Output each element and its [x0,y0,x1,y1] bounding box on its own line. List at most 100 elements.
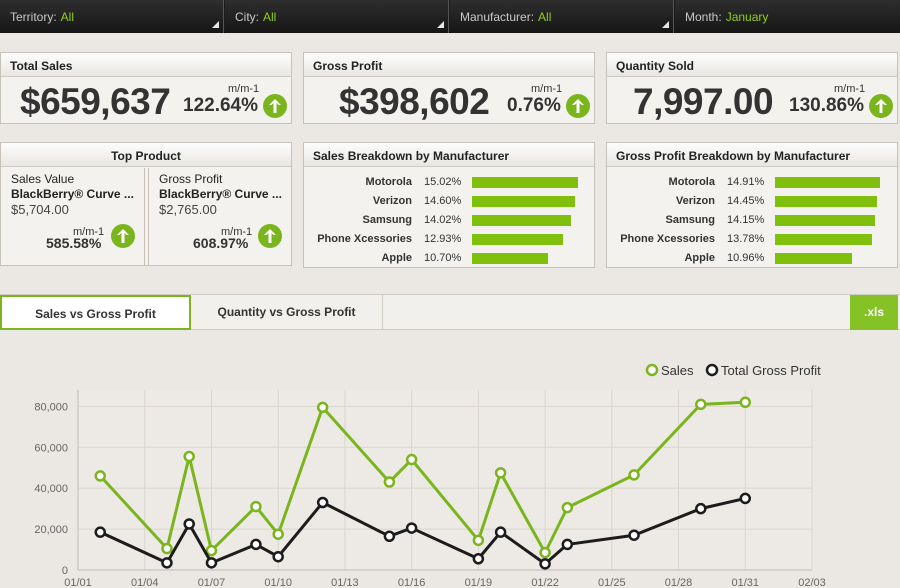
breakdown-bar [775,177,881,188]
top-product-sales-amount: $5,704.00 [11,202,69,217]
territory-filter-value: All [60,10,75,24]
breakdown-manufacturer-name: Verizon [372,195,412,207]
plot-background [78,390,812,570]
data-point [161,557,173,569]
breakdown-row: Motorola 15.02% [304,173,594,192]
series-line [99,496,746,566]
tab-quantity-vs-gross-profit[interactable]: Quantity vs Gross Profit [191,295,383,330]
month-filter[interactable]: Month: January [675,0,900,33]
data-point [161,542,173,555]
quantity-sold-change: 130.86% [789,95,865,116]
city-filter-value: All [263,10,277,24]
dropdown-corner-icon [437,21,444,28]
breakdown-percent: 10.96% [727,252,765,264]
breakdown-manufacturer-name: Motorola [668,176,715,188]
gross-profit-mm-label: m/m-1 [531,83,563,95]
data-point [250,500,262,513]
data-point [94,526,106,538]
data-point [561,501,574,514]
x-tick-label: 01/25 [598,577,626,588]
chart-tabs: Sales vs Gross Profit Quantity vs Gross … [0,294,900,330]
city-filter-label: City: [235,10,259,24]
gross-profit-value: $398,602 [339,81,490,122]
territory-filter-label: Territory: [10,10,57,24]
breakdown-bar [775,234,873,245]
sales-breakdown-title: Sales Breakdown by Manufacturer [304,143,594,167]
x-tick-label: 02/03 [798,577,826,588]
data-point [472,534,485,547]
manufacturer-filter[interactable]: Manufacturer: All [450,0,674,33]
data-point [405,522,418,534]
data-point [272,528,284,540]
dropdown-corner-icon [212,21,219,28]
top-product-sales-label: Sales Value [11,172,75,186]
top-product-profit-label: Gross Profit [159,172,223,186]
total-sales-change: 122.64% [183,95,259,116]
total-sales-mm-label: m/m-1 [228,83,260,95]
top-product-sales-mm-label: m/m-1 [73,226,105,238]
breakdown-percent: 14.91% [727,176,765,188]
profit-breakdown-title: Gross Profit Breakdown by Manufacturer [607,143,897,167]
data-point [183,450,195,463]
total-sales-title: Total Sales [1,53,291,77]
data-point [383,476,396,488]
y-tick-label: 20,000 [34,524,68,536]
y-tick-label: 60,000 [34,442,68,454]
top-product-sales: Sales Value BlackBerry® Curve ... $5,704… [1,168,145,265]
data-point [316,496,329,509]
breakdown-bar [775,253,853,264]
top-product-sales-product: BlackBerry® Curve ... [11,187,134,201]
arrow-up-icon [111,224,135,248]
export-xls-button[interactable]: .xls [850,295,898,330]
breakdown-row: Samsung 14.02% [304,211,594,230]
top-product-profit-mm-label: m/m-1 [221,226,253,238]
data-point [494,467,507,479]
top-product-profit-amount: $2,765.00 [159,202,217,217]
breakdown-row: Phone Xcessories 12.93% [304,230,594,249]
top-product-sales-change: 585.58% [46,235,102,251]
gross-profit-change: 0.76% [507,95,561,116]
x-tick-label: 01/13 [331,577,359,588]
breakdown-row: Apple 10.96% [607,249,897,268]
sales-vs-profit-chart: 01/01 01/04 01/07 01/10 01/13 01/16 01/19 01/22… [34,363,826,588]
breakdown-percent: 15.02% [424,176,462,188]
x-tick-label: 01/31 [732,577,760,588]
data-point [272,550,284,563]
breakdown-percent: 14.45% [727,195,765,207]
city-filter[interactable]: City: All [225,0,449,33]
breakdown-manufacturer-name: Verizon [675,195,715,207]
quantity-sold-panel: Quantity Sold 7,997.00 m/m-1 130.86% [606,52,898,124]
territory-filter[interactable]: Territory: All [0,0,224,33]
data-point [183,518,195,530]
data-point [695,398,707,411]
tab-sales-vs-gross-profit[interactable]: Sales vs Gross Profit [0,295,191,330]
breakdown-percent: 12.93% [424,233,462,245]
legend-marker [705,363,719,377]
breakdown-manufacturer-name: Samsung [362,214,412,226]
filter-bar: Territory: All City: All Manufacturer: All … [0,0,900,33]
data-point [739,492,752,505]
arrow-up-icon [258,224,282,248]
data-point [628,529,640,541]
breakdown-percent: 14.60% [424,195,462,207]
breakdown-percent: 14.02% [424,214,462,226]
sales-breakdown-panel: Sales Breakdown by Manufacturer Motorola… [303,142,595,268]
breakdown-row: Motorola 14.91% [607,173,897,192]
x-tick-label: 01/07 [198,577,226,588]
data-point [539,558,551,570]
breakdown-manufacturer-name: Motorola [365,176,412,188]
breakdown-row: Verizon 14.60% [304,192,594,211]
breakdown-bar [472,253,548,264]
data-point [695,502,707,515]
data-point [539,546,551,559]
breakdown-bar [775,196,877,207]
legend-label: Sales [661,363,694,378]
breakdown-manufacturer-name: Apple [684,252,715,264]
x-tick-label: 01/04 [131,577,159,588]
data-point [316,401,329,414]
breakdown-bar [775,215,875,226]
data-point [561,538,574,551]
gross-profit-panel: Gross Profit $398,602 m/m-1 0.76% [303,52,595,124]
data-point [472,553,485,565]
arrow-up-icon [566,94,590,118]
